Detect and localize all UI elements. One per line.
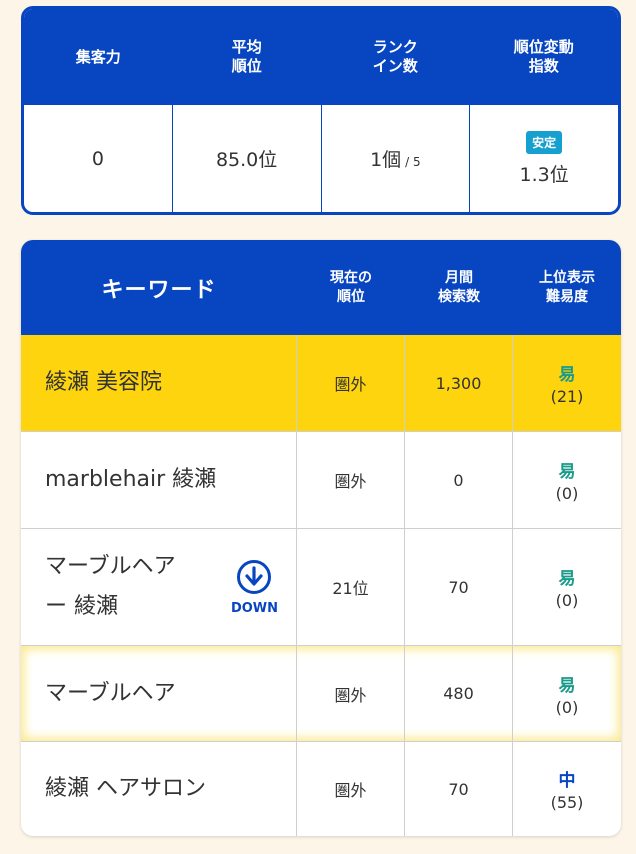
rank-cell: 21位	[297, 529, 405, 645]
header-rank-in: ランク イン数	[372, 38, 418, 75]
difficulty-score: (55)	[550, 793, 584, 812]
keyword-table-header: キーワード 現在の 順位 月間 検索数 上位表示 難易度	[21, 240, 621, 335]
rank-text: 圏外	[334, 685, 367, 705]
volume-cell: 1,300	[405, 335, 513, 431]
header-monthly-volume: 月間 検索数	[438, 269, 480, 305]
keyword-text: marblehair 綾瀬	[45, 467, 217, 492]
rank-cell: 圏外	[297, 742, 405, 836]
rank-cell: 圏外	[297, 432, 405, 528]
volume-cell: 70	[405, 742, 513, 836]
rank-cell: 圏外	[297, 646, 405, 741]
difficulty-cell: 中 (55)	[513, 742, 621, 836]
summary-header: 集客力 平均 順位 ランク イン数 順位変動 指数	[24, 9, 618, 105]
traffic-number: 0	[91, 147, 104, 170]
difficulty-label: 易	[558, 569, 576, 589]
keyword-cell: 綾瀬 ヘアサロン	[21, 742, 297, 836]
rank-cell: 圏外	[297, 335, 405, 431]
difficulty-score: (0)	[555, 697, 579, 717]
keyword-text: 綾瀬 美容院	[45, 370, 162, 395]
difficulty-cell: 易 (0)	[513, 646, 621, 741]
keyword-cell: マーブルヘア	[21, 646, 297, 741]
rank-text: 21位	[332, 579, 369, 598]
table-row[interactable]: marblehair 綾瀬 圏外 0 易 (0)	[21, 432, 621, 529]
keyword-cell: 綾瀬 美容院	[21, 335, 297, 431]
volume-text: 0	[453, 470, 464, 490]
stability-badge: 安定	[526, 130, 563, 154]
header-keyword: キーワード	[101, 277, 217, 303]
volume-cell: 480	[405, 646, 513, 741]
keyword-text: マーブルヘア	[45, 680, 176, 706]
rank-in-number: 1個	[370, 149, 402, 171]
avg-rank-value: 85.0位	[171, 105, 321, 212]
table-row[interactable]: 綾瀬 美容院 圏外 1,300 易 (21)	[21, 335, 621, 432]
volume-text: 1,300	[435, 373, 482, 393]
difficulty-label: 中	[558, 771, 576, 791]
summary-values: 0 85.0位 1個/ 5 安定 1.3位	[24, 105, 618, 212]
volatility-value: 安定 1.3位	[469, 105, 618, 212]
table-row[interactable]: マーブルヘア ー 綾瀬 DOWN 21位 70 易 (0)	[21, 529, 621, 646]
header-avg-rank: 平均 順位	[231, 38, 262, 75]
keyword-cell: marblehair 綾瀬	[21, 432, 297, 528]
keyword-cell: マーブルヘア ー 綾瀬 DOWN	[21, 529, 297, 645]
rank-text: 圏外	[334, 472, 367, 491]
difficulty-cell: 易 (21)	[513, 335, 621, 431]
rank-in-value: 1個/ 5	[320, 105, 470, 212]
volume-text: 480	[443, 684, 474, 703]
difficulty-label: 易	[558, 675, 576, 696]
difficulty-label: 易	[558, 462, 576, 482]
avg-rank-number: 85.0位	[215, 149, 278, 171]
arrow-down-circle-icon	[237, 559, 272, 594]
table-row[interactable]: マーブルヘア 圏外 480 易 (0)	[21, 646, 621, 742]
rank-in-total: / 5	[405, 155, 421, 169]
volume-text: 70	[448, 577, 469, 597]
volume-cell: 70	[405, 529, 513, 645]
rank-trend: DOWN	[231, 559, 278, 616]
header-difficulty: 上位表示 難易度	[539, 269, 595, 305]
keyword-text: マーブルヘア ー 綾瀬	[45, 554, 176, 619]
header-traffic: 集客力	[75, 47, 121, 66]
rank-text: 圏外	[334, 781, 367, 800]
difficulty-cell: 易 (0)	[513, 529, 621, 645]
volatility-number: 1.3位	[519, 163, 569, 186]
summary-card: 集客力 平均 順位 ランク イン数 順位変動 指数 0 85.0位 1個/ 5 …	[21, 6, 621, 215]
volume-text: 70	[448, 779, 469, 799]
keyword-table: キーワード 現在の 順位 月間 検索数 上位表示 難易度 綾瀬 美容院 圏外 1…	[21, 240, 621, 836]
table-row[interactable]: 綾瀬 ヘアサロン 圏外 70 中 (55)	[21, 742, 621, 836]
volume-cell: 0	[405, 432, 513, 528]
keyword-text: 綾瀬 ヘアサロン	[45, 776, 206, 801]
header-current-rank: 現在の 順位	[330, 269, 372, 305]
traffic-value: 0	[24, 105, 172, 212]
difficulty-score: (21)	[550, 387, 584, 406]
difficulty-score: (0)	[555, 484, 579, 503]
difficulty-score: (0)	[555, 591, 579, 610]
difficulty-cell: 易 (0)	[513, 432, 621, 528]
difficulty-label: 易	[558, 365, 576, 385]
trend-label: DOWN	[230, 600, 278, 616]
header-volatility: 順位変動 指数	[513, 38, 574, 75]
rank-text: 圏外	[334, 375, 367, 394]
